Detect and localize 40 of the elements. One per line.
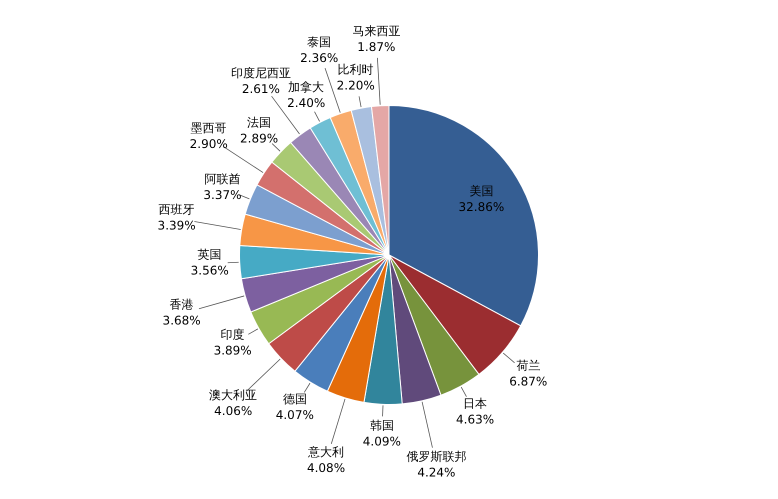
- data-label: 4.63%: [456, 412, 494, 427]
- data-label: 2.36%: [300, 51, 338, 66]
- slice-label: 韩国: [370, 418, 394, 432]
- data-label: 3.56%: [190, 264, 229, 278]
- data-label: 4.07%: [276, 408, 314, 422]
- data-label: 4.09%: [362, 434, 401, 448]
- data-label: 1.87%: [357, 40, 396, 54]
- data-label: 3.39%: [158, 218, 196, 233]
- slice-label: 马来西亚: [352, 24, 400, 38]
- data-label: 4.24%: [417, 465, 456, 480]
- data-label: 2.89%: [240, 131, 278, 146]
- data-label: 6.87%: [509, 374, 548, 389]
- slice-label: 印度尼西亚: [230, 66, 291, 80]
- data-label: 4.06%: [214, 404, 252, 418]
- slice-label: 日本: [463, 396, 488, 411]
- slice-label: 荷兰: [516, 358, 540, 373]
- data-label: 2.90%: [190, 137, 228, 152]
- slice-label: 比利时: [338, 62, 374, 77]
- data-label: 2.61%: [242, 82, 280, 96]
- data-label: 2.20%: [336, 78, 375, 93]
- slice-label: 墨西哥: [190, 121, 227, 136]
- slice-label: 泰国: [307, 35, 332, 50]
- data-label: 2.40%: [287, 96, 326, 110]
- slice-label: 法国: [247, 115, 272, 130]
- data-label: 3.68%: [162, 314, 201, 328]
- slice-label: 澳大利亚: [209, 388, 258, 402]
- slice-label: 加拿大: [288, 80, 324, 94]
- slice-label: 意大利: [307, 445, 344, 460]
- data-label: 3.89%: [214, 343, 252, 358]
- slice-label: 阿联酋: [204, 172, 240, 186]
- slice-label: 西班牙: [158, 202, 195, 217]
- data-label: 4.08%: [306, 461, 346, 476]
- slice-label: 美国: [469, 184, 494, 198]
- slice-label: 俄罗斯联邦: [406, 449, 466, 464]
- slice-label: 英国: [198, 248, 222, 262]
- slice-label: 香港: [170, 298, 194, 312]
- slice-label: 印度: [220, 327, 245, 342]
- data-label: 32.86%: [458, 200, 504, 214]
- slice-label: 德国: [282, 392, 307, 406]
- data-label: 3.37%: [203, 188, 242, 202]
